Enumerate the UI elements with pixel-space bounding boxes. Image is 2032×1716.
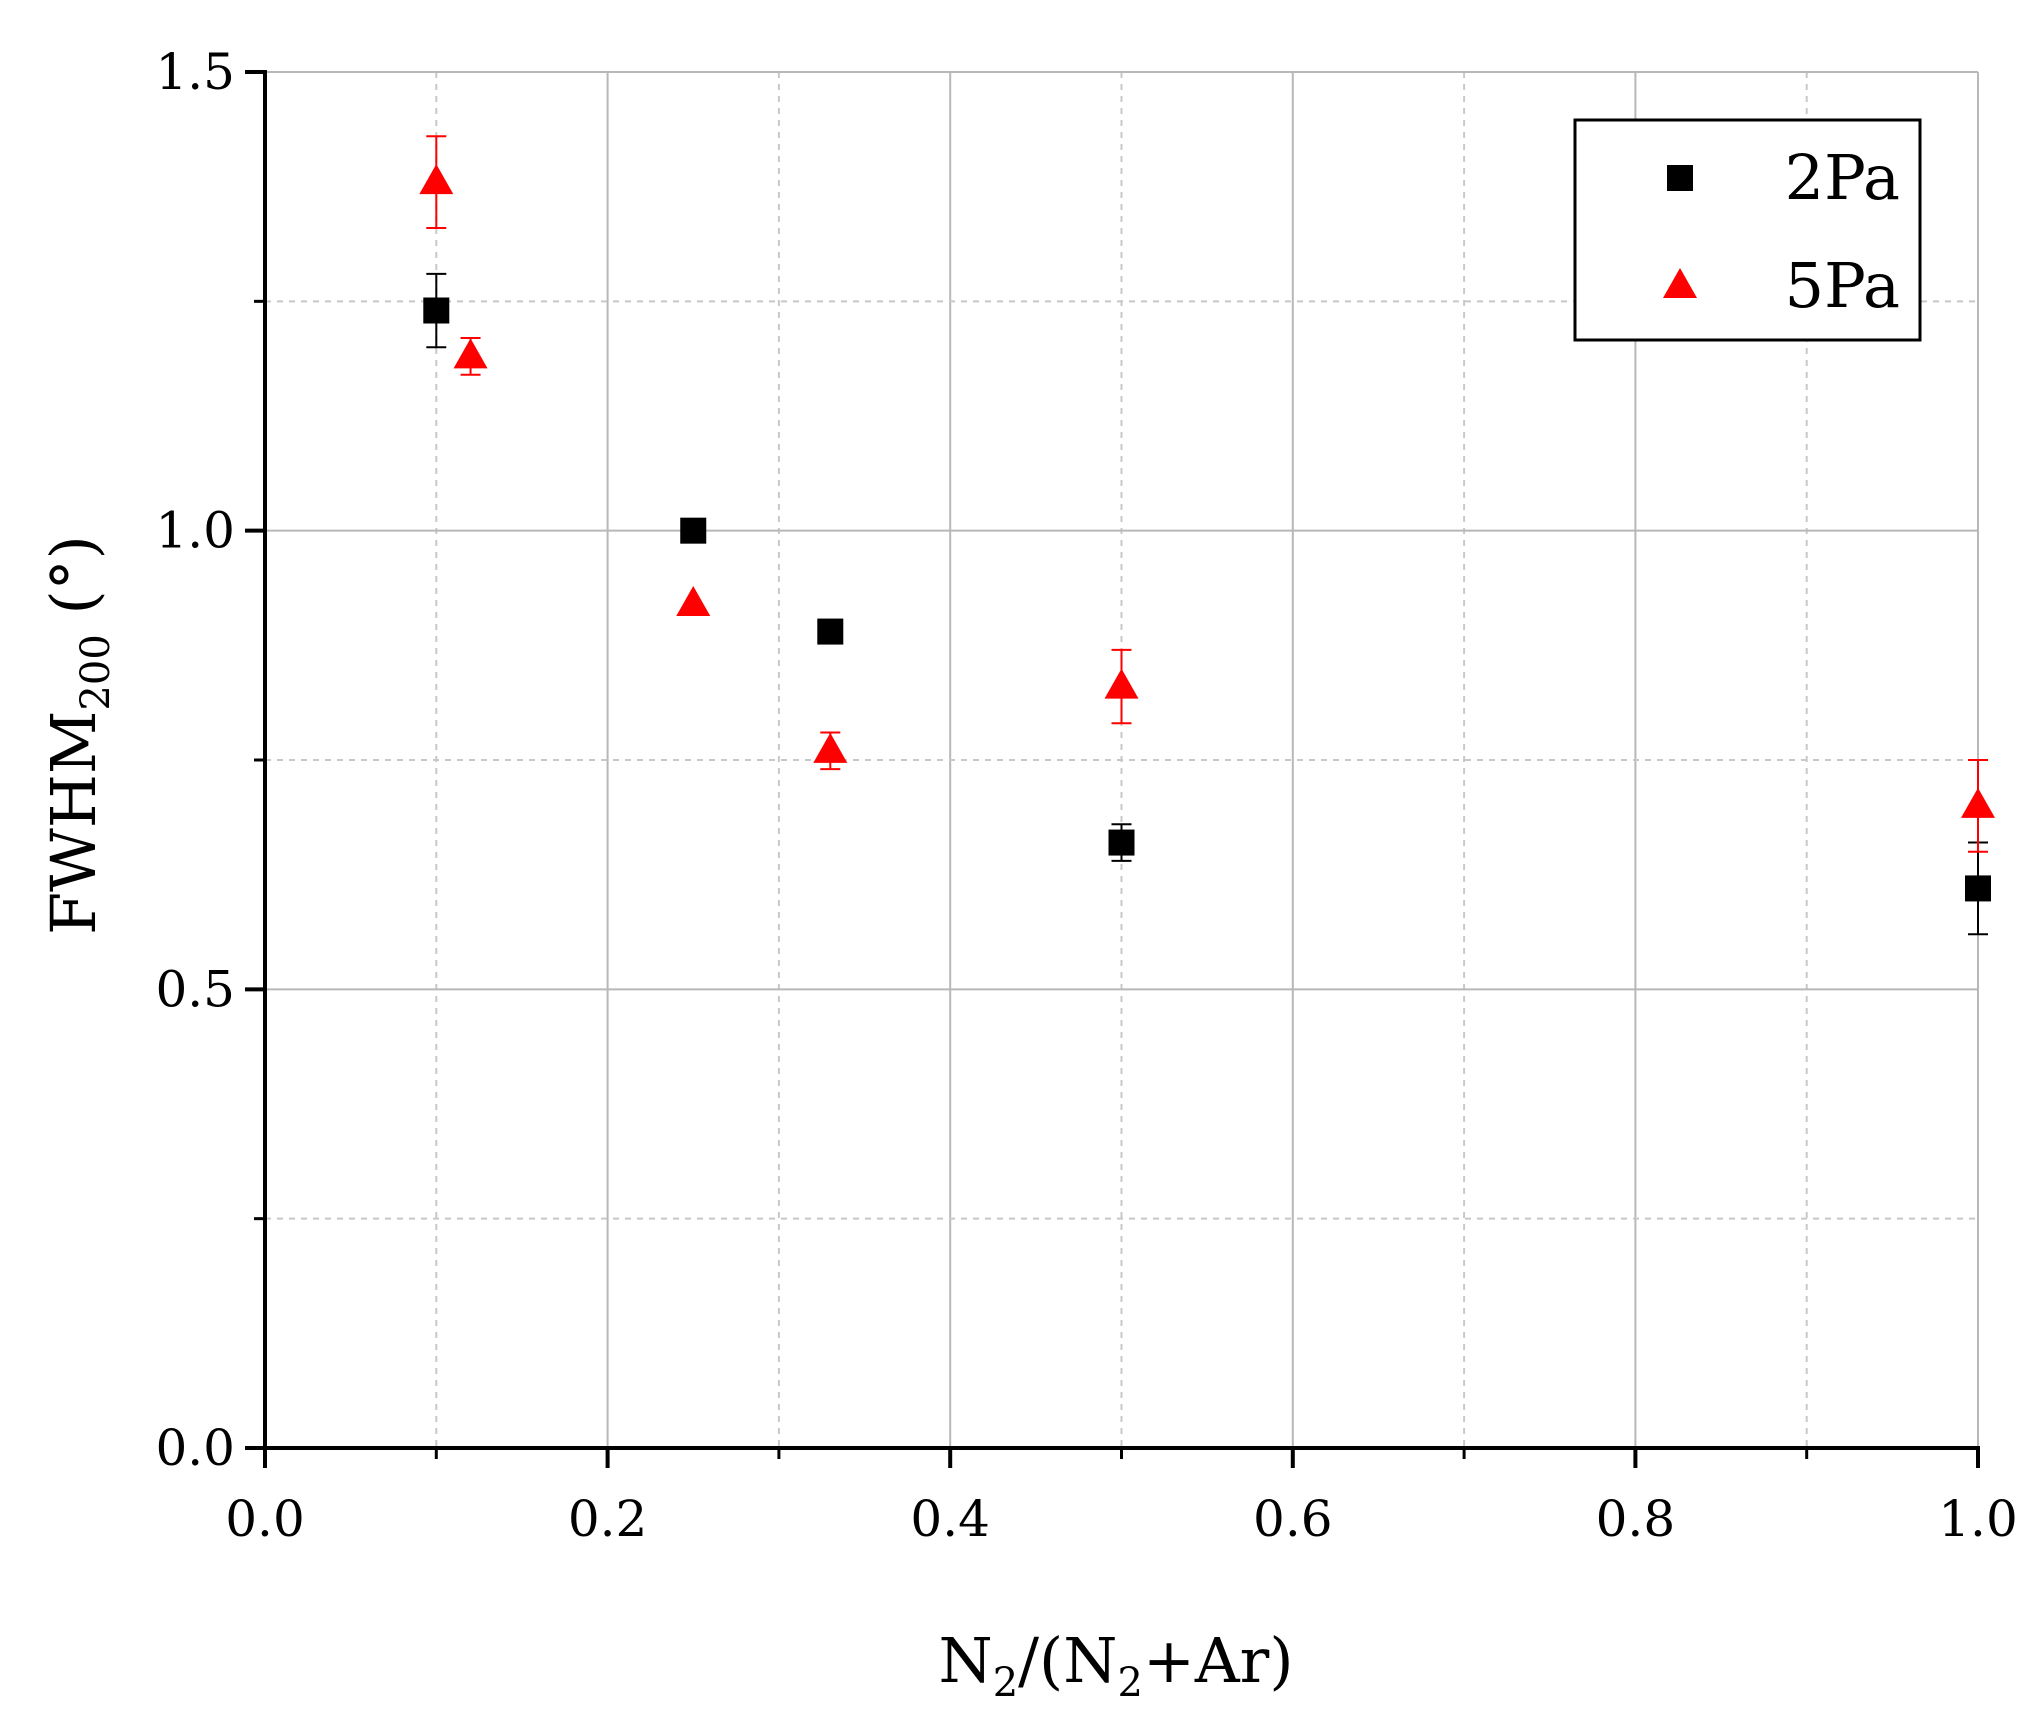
- data-point: [817, 618, 844, 645]
- data-point: [453, 338, 488, 369]
- data-point: [676, 586, 711, 617]
- legend-box: [1573, 118, 1922, 342]
- x-tick-label: 0.4: [910, 1490, 990, 1548]
- y-tick-label: 0.5: [155, 960, 235, 1018]
- data-point: [419, 164, 454, 195]
- data-point: [813, 732, 848, 763]
- series-2Pa: [423, 272, 1991, 936]
- data-series: [419, 135, 1995, 936]
- y-tick-label: 0.0: [155, 1419, 235, 1477]
- legend-label-2Pa: 2Pa: [1785, 141, 1900, 214]
- y-axis-title-base: FWHM: [37, 711, 110, 935]
- y-axis-title: FWHM200 (°): [37, 535, 119, 935]
- x-tick-label: 0.6: [1253, 1490, 1333, 1548]
- tick-labels: 0.0 0.2 0.4 0.6 0.8 1.0 0.0 0.5 1.0 1.5: [155, 43, 2017, 1548]
- x-axis-title: N2/(N2+Ar): [938, 1624, 1293, 1706]
- x-axis-title-mid: /(N: [1018, 1624, 1117, 1697]
- y-axis-title-tail: (°): [37, 535, 110, 634]
- x-tick-label: 0.2: [568, 1490, 648, 1548]
- axis-ticks: [245, 70, 1980, 1468]
- data-point: [1108, 829, 1135, 856]
- x-axis-title-base: N: [938, 1624, 992, 1697]
- y-tick-label: 1.0: [155, 502, 235, 560]
- data-point: [423, 297, 450, 324]
- x-tick-label: 0.8: [1596, 1490, 1676, 1548]
- data-point: [1961, 787, 1995, 818]
- x-axis-title-sub2: 2: [1118, 1660, 1143, 1706]
- series-5Pa: [419, 135, 1995, 853]
- x-axis-title-tail: +Ar): [1143, 1624, 1294, 1697]
- data-point: [680, 517, 707, 544]
- data-point: [1965, 875, 1991, 902]
- legend-label-5Pa: 5Pa: [1785, 249, 1900, 322]
- y-axis-title-sub: 200: [73, 634, 119, 710]
- x-axis-title-sub1: 2: [993, 1660, 1018, 1706]
- legend-marker-5Pa: [1663, 268, 1697, 298]
- data-point: [1104, 668, 1139, 699]
- legend-marker-2Pa: [1667, 165, 1693, 191]
- x-tick-label: 0.0: [225, 1490, 305, 1548]
- y-tick-label: 1.5: [155, 43, 235, 101]
- x-tick-label: 1.0: [1938, 1490, 2018, 1548]
